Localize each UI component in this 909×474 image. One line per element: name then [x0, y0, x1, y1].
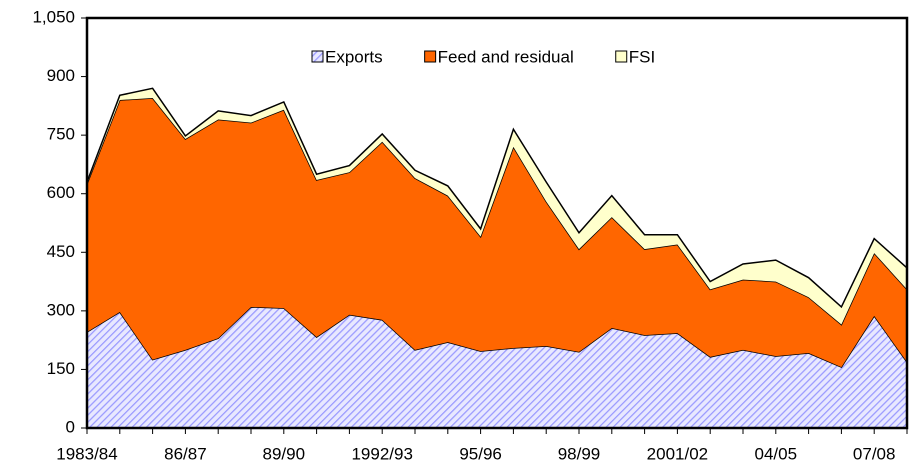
x-tick-label: 04/05: [755, 444, 798, 463]
y-tick-label: 900: [47, 66, 75, 85]
x-tick-label: 89/90: [263, 444, 306, 463]
y-tick-label: 300: [47, 300, 75, 319]
area: [87, 98, 907, 368]
y-tick-label: 450: [47, 242, 75, 261]
x-tick-label: 07/08: [853, 444, 896, 463]
plot-frame: [85, 16, 909, 430]
x-tick-label: 2001/02: [647, 444, 708, 463]
area: [87, 88, 907, 325]
legend-swatch: [424, 50, 437, 63]
x-tick-label: 98/99: [558, 444, 601, 463]
x-tick-label: 86/87: [164, 444, 207, 463]
legend-swatch: [311, 50, 324, 63]
x-tick-label: 1992/93: [351, 444, 412, 463]
area: [87, 306, 907, 428]
legend: Exports Feed and residual FSI: [311, 47, 655, 66]
y-tick-label: 750: [47, 125, 75, 144]
legend-label: Exports: [325, 47, 383, 66]
y-tick-label: 0: [66, 417, 75, 436]
y-tick-label: 150: [47, 359, 75, 378]
x-tick-label: 95/96: [459, 444, 502, 463]
area-edge: [86, 87, 908, 309]
y-tick-label: 1,050: [32, 7, 75, 26]
legend-label: FSI: [629, 47, 655, 66]
legend-swatch: [615, 50, 628, 63]
x-tick-label: 1983/84: [56, 444, 117, 463]
legend-label: Feed and residual: [438, 47, 574, 66]
y-tick-label: 600: [47, 183, 75, 202]
